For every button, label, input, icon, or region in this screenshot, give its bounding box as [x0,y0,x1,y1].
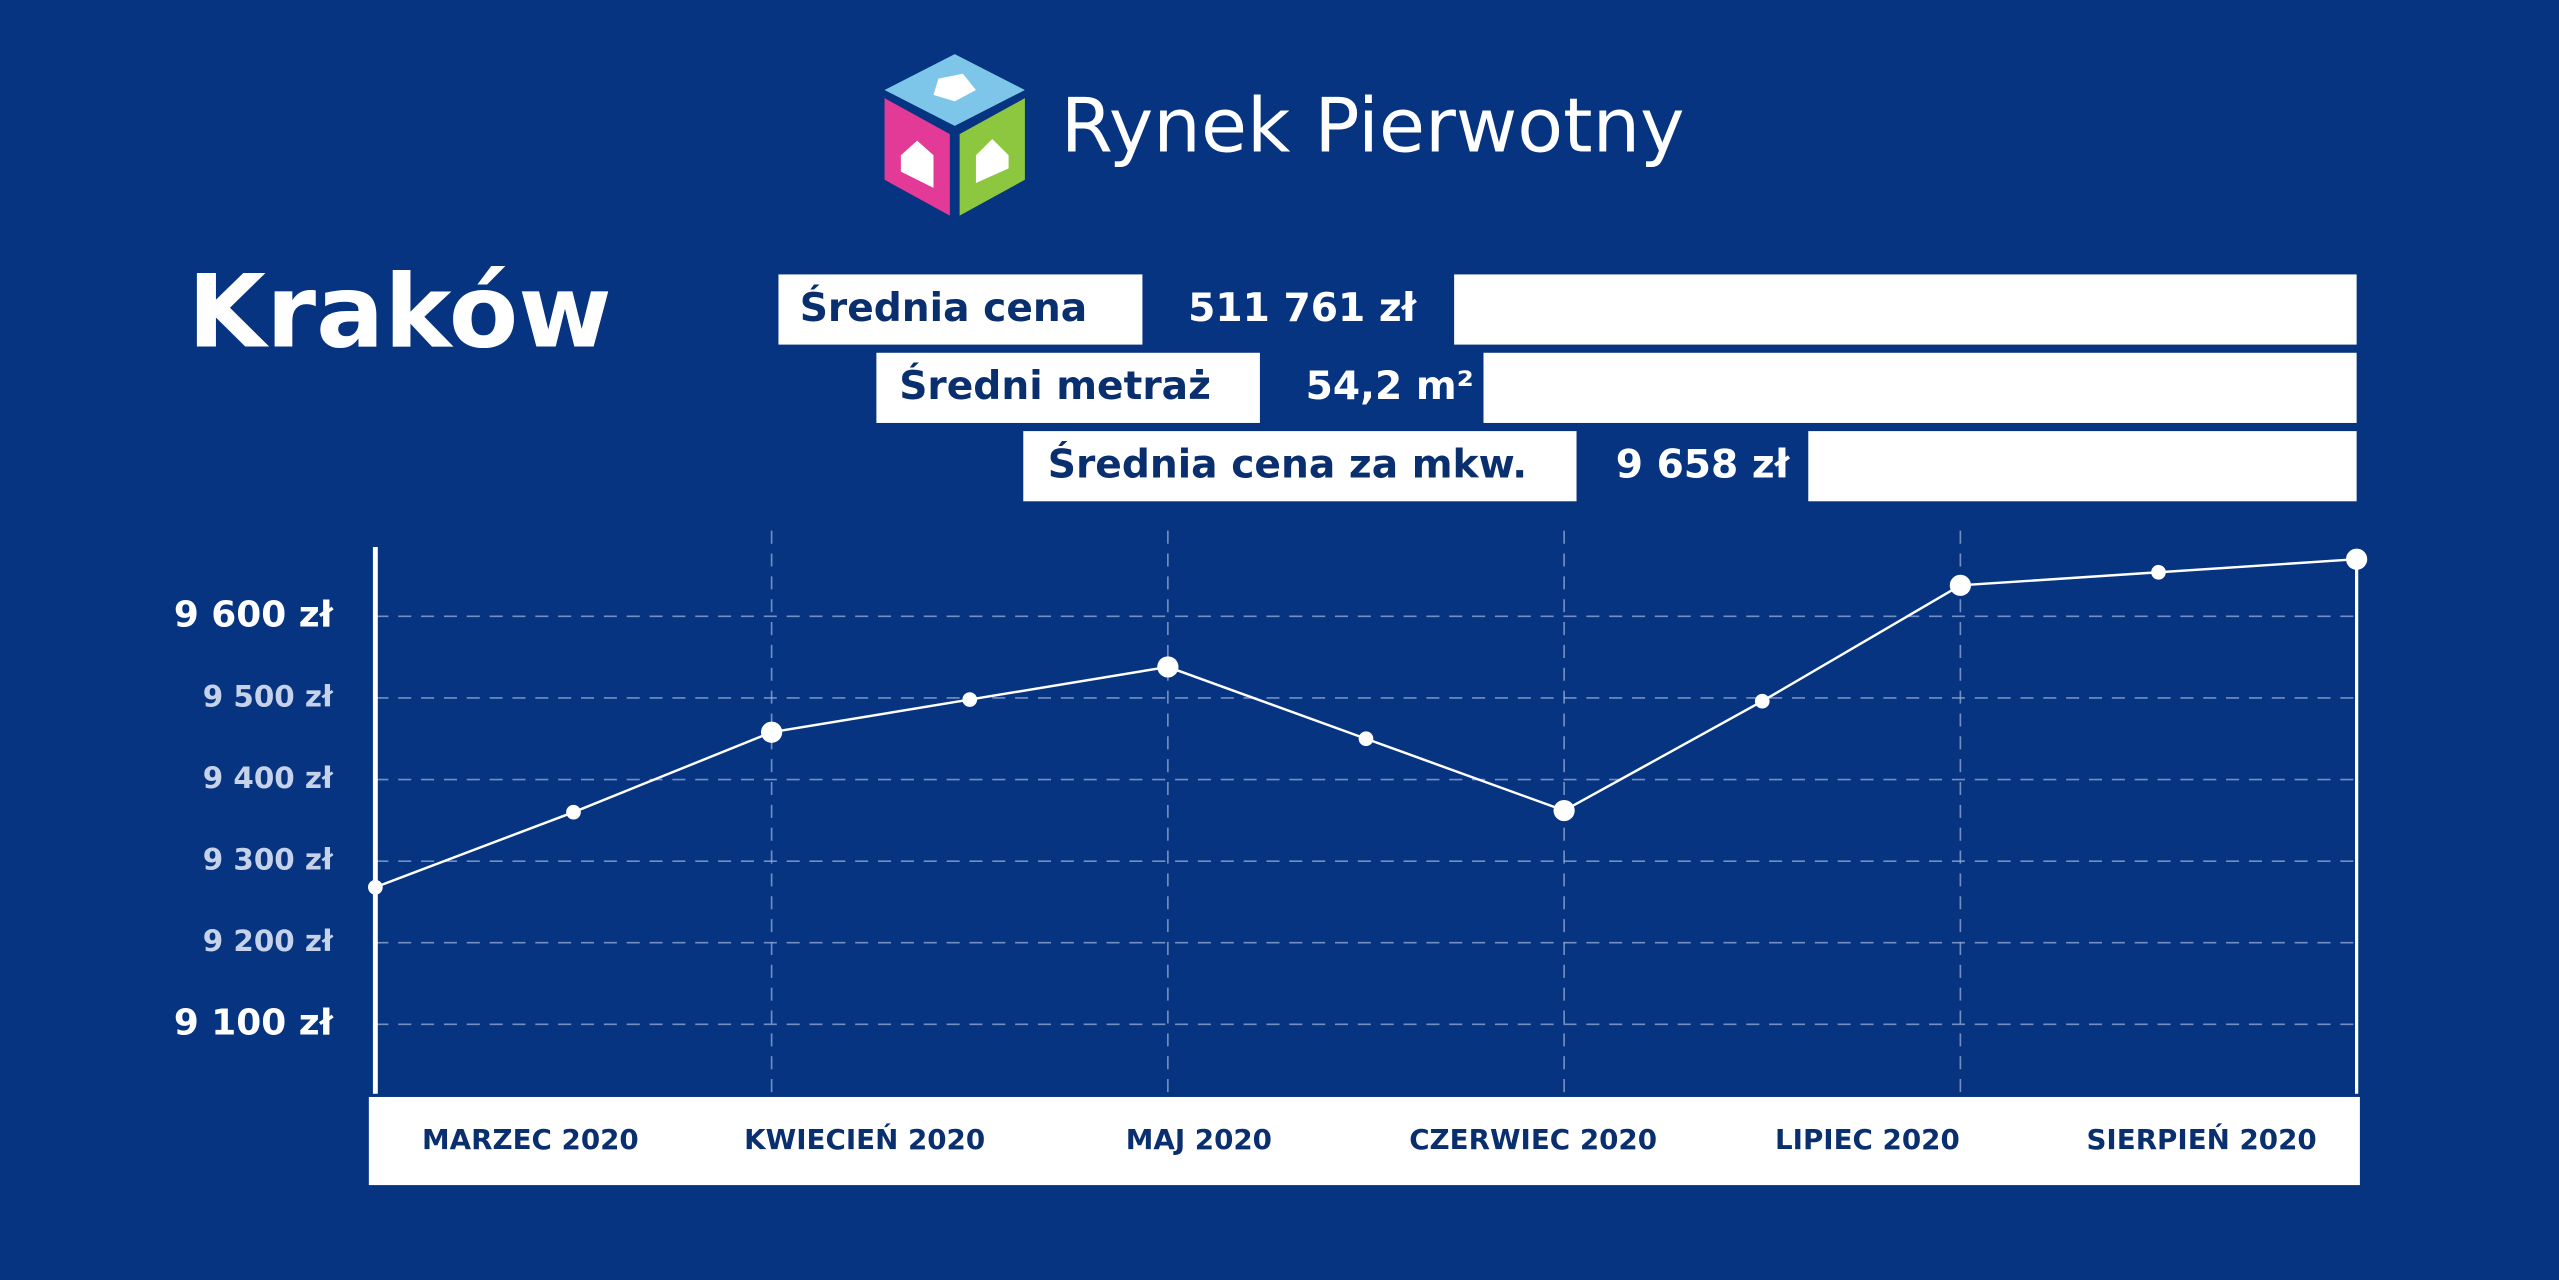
stat-value: 511 761 zł [1188,286,1418,331]
stat-bar [1808,431,2357,502]
y-tick-label: 9 500 zł [203,679,334,713]
stat-bar [1454,274,2357,345]
point [761,721,783,743]
point [1754,693,1770,709]
stats: Średnia cena 511 761 zł Średni metraż 54… [778,274,2357,502]
stat-bar [1483,352,2357,423]
city-title: Kraków [188,252,612,370]
stat-value: 54,2 m² [1306,364,1474,409]
point [1358,731,1374,747]
stat-value: 9 658 zł [1616,443,1791,488]
y-tick-label: 9 300 zł [203,843,334,877]
point [1553,799,1575,822]
x-tick-label: LIPIEC 2020 [1775,1123,1960,1156]
stat-label: Średnia cena [800,284,1088,331]
x-tick-label: SIERPIEŃ 2020 [2086,1122,2316,1156]
stat-label-box [876,352,1260,423]
y-tick-label: 9 600 zł [174,594,334,635]
brand-name: Rynek Pierwotny [1061,81,1685,169]
point [962,692,978,707]
stat-label-box [778,274,1143,345]
point [2346,548,2368,570]
x-tick-label: MAJ 2020 [1126,1123,1272,1156]
y-tick-label: 9 400 zł [203,761,334,795]
point [566,804,581,820]
point [2151,564,2166,580]
x-tick-label: KWIECIEŃ 2020 [744,1122,985,1156]
x-axis-strip [368,1096,2360,1186]
stat-label-box [1023,431,1577,502]
point [1949,574,1971,596]
y-tick-label: 9 100 zł [174,1002,334,1043]
point [368,879,383,895]
stat-label: Średnia cena za mkw. [1048,441,1527,488]
y-tick-label: 9 200 zł [203,924,334,958]
point [1157,656,1179,678]
stat-label: Średni metraż [899,362,1211,409]
x-tick-label: CZERWIEC 2020 [1409,1123,1657,1156]
x-tick-label: MARZEC 2020 [422,1123,639,1156]
